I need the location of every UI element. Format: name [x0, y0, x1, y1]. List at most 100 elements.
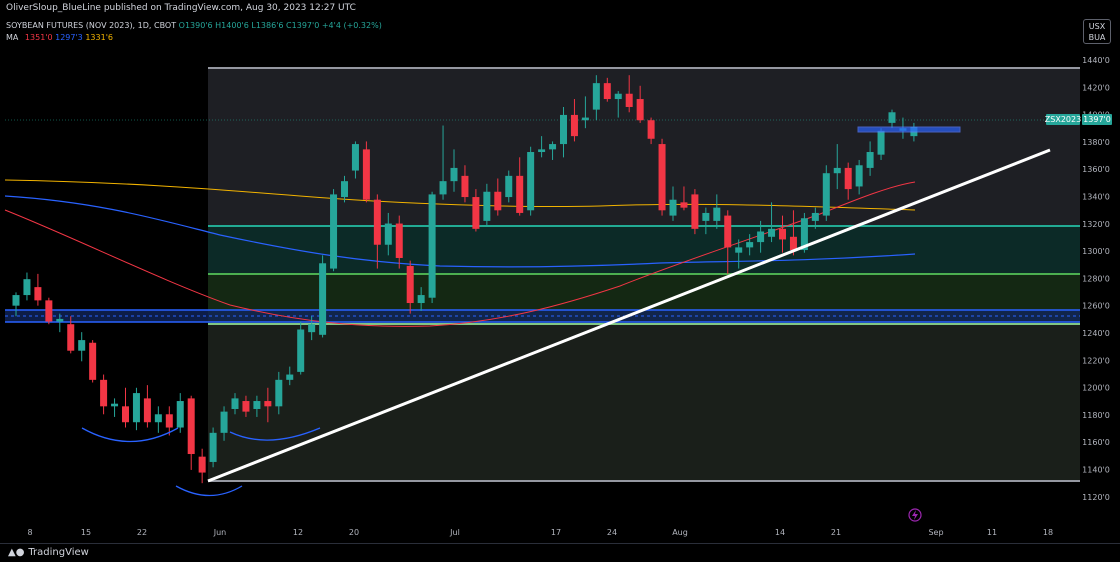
candle[interactable]: [538, 136, 546, 158]
candle[interactable]: [275, 371, 283, 415]
candle[interactable]: [811, 207, 819, 229]
x-tick-label: 17: [551, 528, 561, 537]
arc-annotation-3[interactable]: [229, 427, 321, 441]
candle[interactable]: [417, 287, 425, 311]
candle[interactable]: [297, 321, 305, 375]
candle[interactable]: [89, 340, 97, 383]
ma-label[interactable]: MA: [6, 33, 19, 42]
candle[interactable]: [100, 374, 108, 415]
candle[interactable]: [713, 194, 721, 229]
candle[interactable]: [494, 178, 502, 216]
candle[interactable]: [746, 234, 754, 256]
candle[interactable]: [176, 393, 184, 433]
x-tick-label: 20: [349, 528, 359, 537]
candle[interactable]: [198, 448, 206, 484]
candle[interactable]: [822, 165, 830, 221]
candle[interactable]: [143, 385, 151, 428]
candle[interactable]: [45, 297, 53, 325]
candle[interactable]: [603, 77, 611, 102]
candle[interactable]: [450, 149, 458, 192]
candle[interactable]: [680, 186, 688, 211]
candle[interactable]: [516, 157, 524, 216]
candle[interactable]: [702, 207, 710, 235]
candle[interactable]: [286, 366, 294, 386]
candle[interactable]: [724, 210, 732, 274]
candle[interactable]: [570, 99, 578, 142]
candle[interactable]: [592, 75, 600, 121]
candle-body: [472, 197, 480, 229]
candle[interactable]: [527, 146, 535, 216]
candle[interactable]: [308, 316, 316, 341]
candle[interactable]: [330, 189, 338, 272]
candle[interactable]: [220, 406, 228, 441]
tradingview-logo[interactable]: ▲● TradingView: [8, 547, 89, 558]
candle[interactable]: [636, 85, 644, 123]
uptrend-line[interactable]: [207, 148, 1051, 483]
candle[interactable]: [505, 170, 513, 203]
candle[interactable]: [866, 141, 874, 176]
candle[interactable]: [789, 210, 797, 256]
candle[interactable]: [56, 313, 64, 333]
candle[interactable]: [362, 141, 370, 203]
candle[interactable]: [78, 332, 86, 362]
candle[interactable]: [833, 144, 841, 190]
candle[interactable]: [669, 186, 677, 221]
candle[interactable]: [12, 292, 20, 317]
candle[interactable]: [165, 406, 173, 436]
candle[interactable]: [439, 125, 447, 200]
currency-unit-button[interactable]: USX BUA: [1083, 19, 1111, 44]
candle[interactable]: [384, 212, 392, 256]
events-icon[interactable]: [908, 508, 922, 522]
ma-red-line[interactable]: [4, 181, 916, 327]
price-axis[interactable]: 1440'01420'01400'01380'01360'01340'01320…: [1082, 56, 1110, 502]
arc-annotation-1[interactable]: [81, 427, 179, 443]
arc-annotation-2[interactable]: [175, 485, 243, 497]
candle[interactable]: [581, 96, 589, 129]
resistance-box[interactable]: [857, 126, 961, 133]
ma-yellow-line[interactable]: [4, 179, 916, 211]
candle[interactable]: [560, 106, 567, 158]
candle[interactable]: [67, 316, 75, 354]
candle[interactable]: [691, 189, 699, 235]
candle[interactable]: [373, 194, 381, 269]
candle[interactable]: [757, 220, 765, 253]
candle[interactable]: [187, 395, 195, 470]
candle[interactable]: [768, 202, 776, 243]
candle[interactable]: [844, 162, 852, 200]
symbol-title[interactable]: SOYBEAN FUTURES (NOV 2023), 1D, CBOT: [6, 21, 177, 30]
candle[interactable]: [351, 141, 359, 179]
candle[interactable]: [111, 398, 119, 417]
candle[interactable]: [658, 138, 666, 216]
candle[interactable]: [625, 75, 633, 113]
ma-blue-line[interactable]: [4, 195, 916, 268]
candle[interactable]: [855, 159, 863, 195]
candle[interactable]: [231, 393, 239, 415]
candle[interactable]: [23, 272, 31, 301]
candle[interactable]: [341, 175, 348, 203]
price-chart[interactable]: 1440'01420'01400'01380'01360'01340'01320…: [0, 0, 1120, 543]
candle[interactable]: [34, 273, 42, 306]
candle[interactable]: [122, 387, 129, 428]
candle[interactable]: [253, 395, 261, 417]
candle[interactable]: [242, 395, 250, 417]
candle[interactable]: [472, 189, 480, 232]
time-axis[interactable]: 8 15 22 Jun 12 20 Jul 17 24 Aug 14 21 Sep 11 18: [27, 528, 1053, 537]
candle[interactable]: [888, 109, 896, 129]
candle[interactable]: [264, 387, 272, 423]
candle[interactable]: [549, 141, 557, 160]
candle[interactable]: [779, 215, 786, 253]
candle[interactable]: [154, 406, 162, 433]
candle[interactable]: [209, 427, 217, 468]
candle[interactable]: [647, 117, 655, 145]
candle[interactable]: [614, 91, 622, 118]
candle-body: [275, 379, 283, 407]
candle[interactable]: [428, 191, 436, 304]
candle[interactable]: [395, 215, 403, 269]
candle[interactable]: [483, 183, 491, 227]
candle[interactable]: [406, 260, 414, 314]
candle[interactable]: [461, 165, 469, 203]
candle[interactable]: [735, 239, 743, 269]
candle[interactable]: [132, 387, 140, 431]
candle[interactable]: [877, 128, 885, 160]
candle[interactable]: [319, 255, 327, 338]
